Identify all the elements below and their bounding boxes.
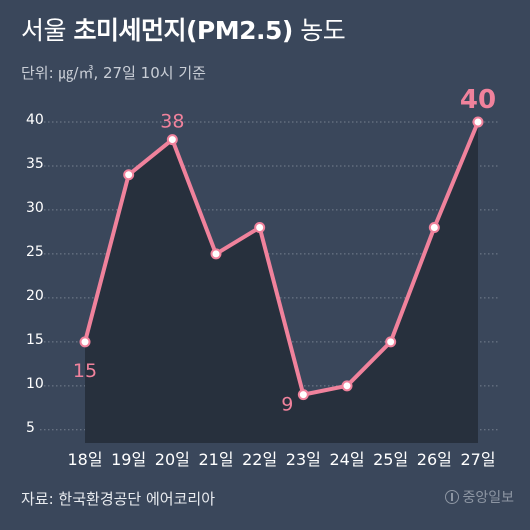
data-point: [428, 222, 440, 234]
x-tick-label: 22일: [242, 450, 277, 469]
x-tick-label: 25일: [373, 450, 408, 469]
x-tick-label: 19일: [111, 450, 146, 469]
data-point: [297, 389, 309, 401]
y-tick-label: 10: [26, 376, 44, 392]
chart-title: 서울 초미세먼지(PM2.5) 농도: [21, 14, 346, 48]
data-point: [123, 169, 135, 181]
data-label: 40: [460, 85, 496, 115]
logo-text: 중앙일보: [462, 490, 514, 506]
y-tick-label: 25: [26, 244, 44, 260]
data-labels: 15 38 9 40: [73, 85, 496, 416]
x-tick-label: 24일: [329, 450, 364, 469]
data-points: [79, 116, 484, 401]
title-suffix: 농도: [292, 16, 346, 45]
x-tick-label: 18일: [67, 450, 102, 469]
series-line: [83, 119, 480, 397]
data-point: [166, 134, 178, 146]
y-tick-label: 35: [26, 156, 44, 172]
data-point: [254, 222, 266, 234]
x-tick-label: 26일: [417, 450, 452, 469]
data-point: [79, 336, 91, 348]
x-axis-ticks: 18일 19일 20일 21일 22일 23일 24일 25일 26일 27일: [67, 450, 495, 469]
unit-subtitle: 단위: ㎍/㎥, 27일 10시 기준: [21, 64, 206, 82]
title-prefix: 서울: [21, 16, 74, 45]
y-tick-label: 15: [26, 332, 44, 348]
y-axis-ticks: 5 10 15 20 25 30 35 40: [26, 112, 44, 436]
source-note: 자료: 한국환경공단 에어코리아: [21, 490, 215, 508]
area-fill: [85, 121, 478, 443]
data-label: 38: [160, 111, 184, 133]
x-tick-label: 20일: [155, 450, 190, 469]
y-tick-label: 20: [26, 288, 44, 304]
data-label: 9: [281, 394, 293, 416]
data-point: [210, 248, 222, 260]
publisher-logo: 중앙일보: [445, 487, 514, 507]
data-point: [472, 116, 484, 128]
series-line-group: [83, 119, 480, 397]
data-point: [385, 336, 397, 348]
x-tick-label: 23일: [286, 450, 321, 469]
logo-mark-icon: [445, 490, 460, 504]
y-tick-label: 40: [26, 112, 44, 128]
data-point: [341, 380, 353, 392]
x-tick-label: 21일: [198, 450, 233, 469]
y-tick-label: 30: [26, 200, 44, 216]
data-label: 15: [73, 360, 97, 382]
area-fill-group: [85, 121, 478, 443]
y-tick-label: 5: [26, 420, 35, 436]
x-tick-label: 27일: [460, 450, 495, 469]
title-main: 초미세먼지(PM2.5): [73, 16, 293, 45]
